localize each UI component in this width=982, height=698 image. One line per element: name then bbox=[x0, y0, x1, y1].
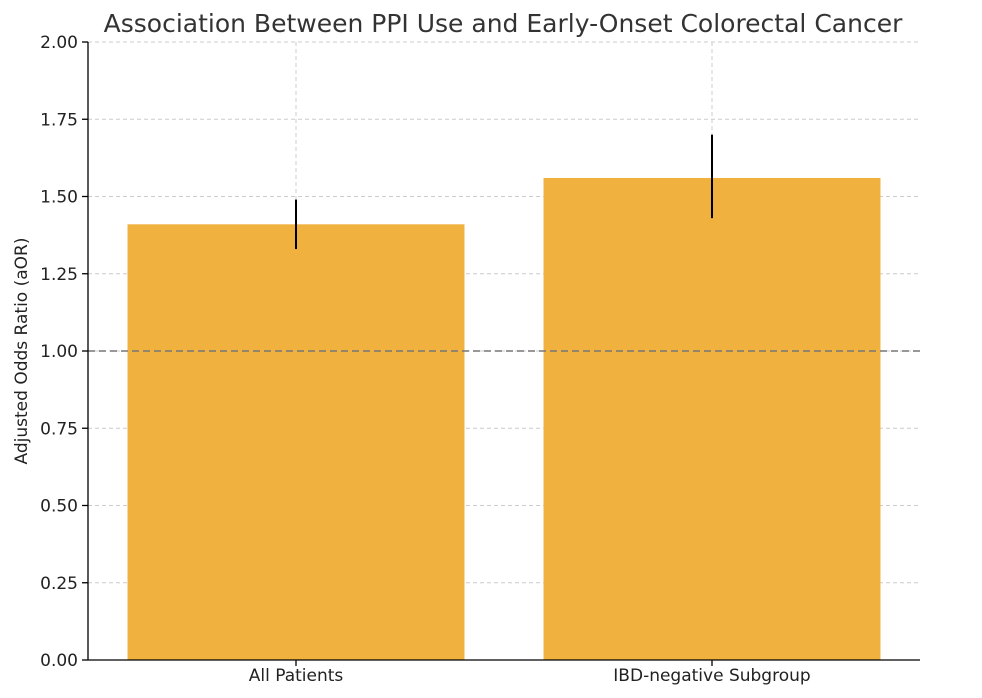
y-tick-label: 1.75 bbox=[40, 110, 78, 130]
y-tick-label: 0.50 bbox=[40, 497, 78, 517]
bars-layer bbox=[127, 177, 881, 660]
y-tick-label: 1.00 bbox=[40, 342, 78, 362]
y-tick-label: 1.25 bbox=[40, 265, 78, 285]
x-tick-labels: All Patients IBD-negative Subgroup bbox=[249, 666, 811, 686]
bar bbox=[127, 224, 465, 660]
error-bars-layer bbox=[295, 134, 713, 250]
y-axis-label: Adjusted Odds Ratio (aOR) bbox=[12, 238, 32, 465]
y-tick-label: 1.50 bbox=[40, 188, 78, 208]
y-tick-label: 0.00 bbox=[40, 651, 78, 671]
x-tick-label: IBD-negative Subgroup bbox=[613, 666, 810, 686]
y-tick-label: 2.00 bbox=[40, 33, 78, 53]
y-tick-label: 0.75 bbox=[40, 419, 78, 439]
x-tick-label: All Patients bbox=[249, 666, 344, 686]
axes-layer bbox=[82, 41, 920, 666]
y-tick-labels: 0.00 0.25 0.50 0.75 1.00 1.25 1.50 1.75 2.00 bbox=[40, 33, 78, 671]
y-tick-label: 0.25 bbox=[40, 574, 78, 594]
bar bbox=[543, 177, 881, 660]
chart-title: Association Between PPI Use and Early-On… bbox=[104, 9, 903, 38]
